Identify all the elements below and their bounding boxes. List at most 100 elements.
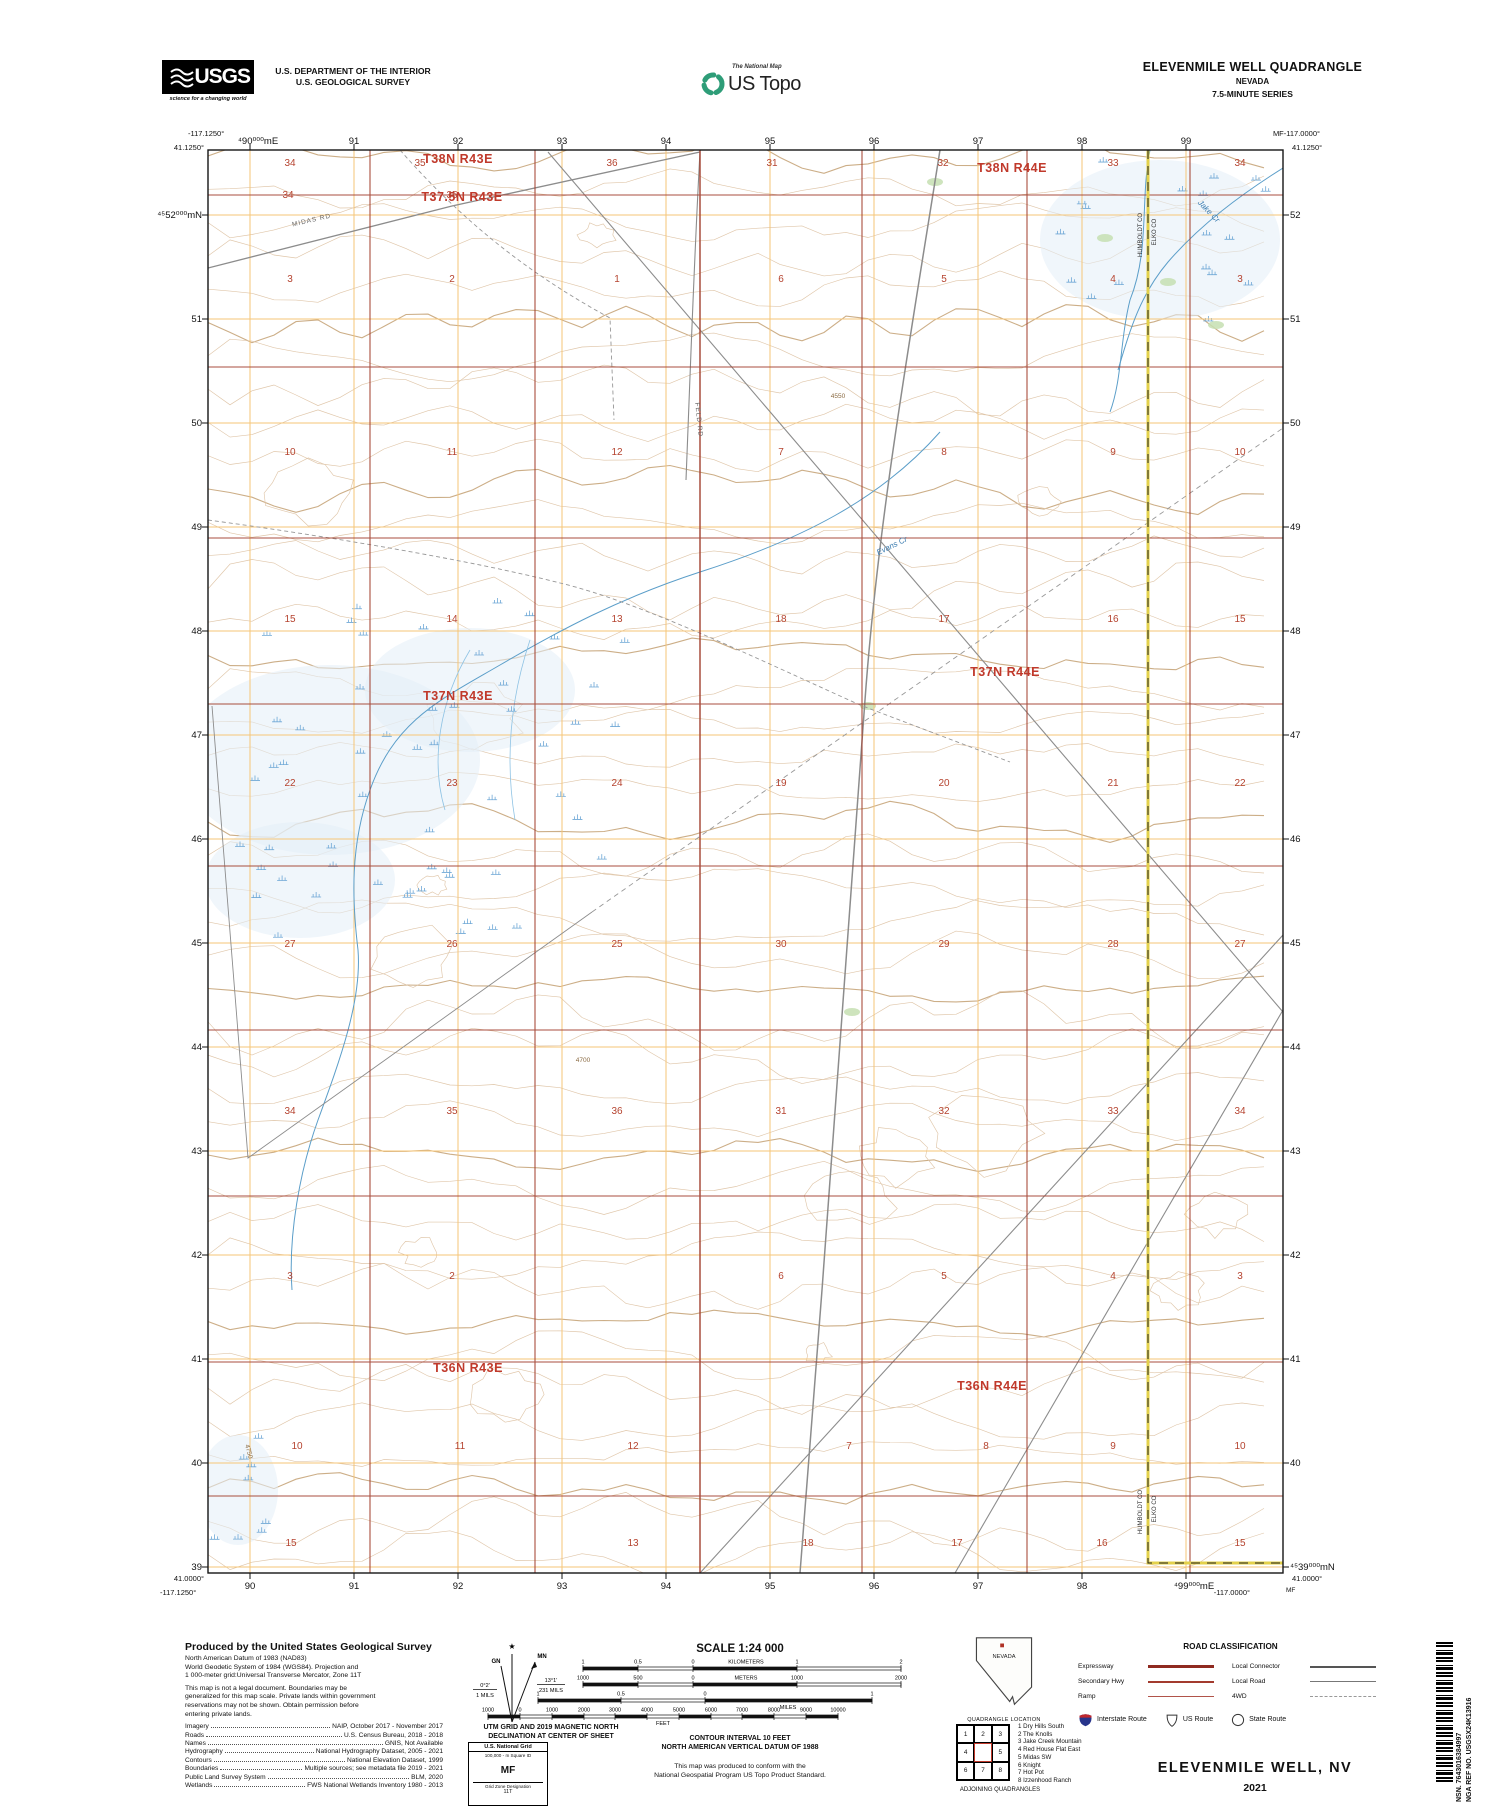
credit-value: Multiple sources; see metadata file 2019… <box>304 1765 443 1773</box>
easting-label-bottom: 98 <box>1077 1581 1088 1592</box>
marsh-symbol <box>351 603 362 610</box>
marsh-symbol <box>238 1454 249 1460</box>
marsh-symbol <box>277 875 288 881</box>
marsh-symbol <box>260 1518 271 1524</box>
scale-tick-label: 6000 <box>705 1708 717 1714</box>
marsh-symbol <box>249 775 260 781</box>
corner-lon-top-right: MF-117.0000° <box>1273 129 1320 138</box>
section-number: 23 <box>446 778 458 789</box>
vegetation-patch <box>1160 278 1176 286</box>
credit-value: NAIP, October 2017 - November 2017 <box>332 1723 443 1731</box>
sheet-title: ELEVENMILE WELL, NV <box>1157 1760 1353 1776</box>
datum-line: World Geodetic System of 1984 (WGS84). P… <box>185 1663 359 1671</box>
section-number: 32 <box>938 1106 950 1117</box>
marsh-symbol <box>1224 234 1235 240</box>
corner-lon-bottom-right: -117.0000° <box>1214 1588 1250 1597</box>
marsh-symbol <box>381 731 392 737</box>
marsh-symbol <box>1177 185 1188 192</box>
marsh-symbol <box>278 759 289 766</box>
scale-tick-label: 0 <box>518 1708 521 1714</box>
marsh-symbol <box>235 841 246 847</box>
scale-tick-label: 1 <box>536 1692 539 1698</box>
easting-label-top: 97 <box>973 136 984 147</box>
wetland-tint <box>208 1435 278 1545</box>
marsh-symbol <box>455 928 466 934</box>
usgs-logo: USGS <box>162 60 254 94</box>
marsh-symbol <box>253 1433 264 1439</box>
easting-label-bottom: 90 <box>245 1581 256 1592</box>
quadrangle-series: 7.5-MINUTE SERIES <box>1212 89 1293 99</box>
scale-tick-label: 1 <box>581 1660 584 1666</box>
scale-unit-label: KILOMETERS <box>728 1660 764 1666</box>
section-number: 7 <box>778 447 784 458</box>
wetland-tint <box>208 822 395 938</box>
easting-label-top: 96 <box>869 136 880 147</box>
section-number: 14 <box>446 614 458 625</box>
marsh-symbol <box>427 705 438 711</box>
marsh-symbol <box>418 623 429 630</box>
marsh-symbol <box>487 794 498 801</box>
marsh-symbol <box>268 762 279 768</box>
road-class-line <box>1310 1665 1376 1668</box>
declination-diagram: ★ GN MN 0°2' 1 MILS 13°1' 231 MILS <box>473 1642 565 1723</box>
easting-label-top: 91 <box>349 136 360 147</box>
credit-row: Imagery NAIP, October 2017 - November 201… <box>185 1723 443 1731</box>
marsh-symbol <box>506 706 517 712</box>
map-notes: CONTOUR INTERVAL 10 FEET NORTH AMERICAN … <box>540 1734 940 1780</box>
gn-mils: 1 MILS <box>476 1693 494 1699</box>
scale-unit-label: FEET <box>656 1721 671 1727</box>
easting-label-top: ⁴90⁰⁰⁰mE <box>238 136 278 147</box>
section-number: 34 <box>284 1106 296 1117</box>
nsn-number: NSN. 7643016384997 <box>1456 1732 1463 1802</box>
credit-value: National Elevation Dataset, 1999 <box>346 1756 443 1764</box>
road-class-line <box>1310 1696 1376 1697</box>
corner-ref-bottom-right: MF <box>1286 1587 1295 1594</box>
marsh-symbol <box>1086 293 1097 299</box>
adjoining-grid-cell: 3 <box>991 1725 1009 1744</box>
scale-tick-label: 10000 <box>830 1708 845 1714</box>
section-number: 35 <box>414 158 426 169</box>
adjoining-quadrangles-list: 1 Dry Hills South 2 The Knolls 3 Jake Cree… <box>1018 1723 1148 1785</box>
road-class-line <box>1310 1681 1376 1682</box>
section-number: 25 <box>611 939 623 950</box>
road-classification: ROAD CLASSIFICATION Expressway Local Conn… <box>1078 1642 1383 1727</box>
township-label: T36N R44E <box>957 1379 1027 1393</box>
us-route-shield-icon <box>1166 1714 1178 1727</box>
scale-tick-label: 0.5 <box>634 1660 642 1666</box>
adjoining-grid-cell: 2 <box>974 1725 992 1744</box>
scale-tick-label: 9000 <box>800 1708 812 1714</box>
road-classification-rows: Expressway Local Connector Secondary Hwy Lo… <box>1078 1659 1383 1704</box>
adjoining-quad-name: 4 Red House Flat East <box>1018 1746 1081 1754</box>
marsh-symbol <box>326 842 337 849</box>
marsh-symbol <box>1055 228 1066 235</box>
easting-label-bottom: ⁴99⁰⁰⁰mE <box>1174 1581 1214 1592</box>
adjoining-grid-cell: 8 <box>991 1761 1009 1780</box>
section-number: 21 <box>1107 778 1119 789</box>
vegetation-patch <box>844 1008 860 1016</box>
section-number: 5 <box>941 274 947 285</box>
section-number: 8 <box>983 1441 989 1452</box>
northing-label-left: ⁴⁵52⁰⁰⁰mN <box>157 210 202 221</box>
mn-angle: 13°1' <box>545 1678 558 1684</box>
corner-lat-bottom-left: 41.0000° <box>174 1574 204 1583</box>
marsh-symbol <box>1113 279 1124 286</box>
section-number: 1 <box>614 274 620 285</box>
marsh-symbol <box>346 617 357 623</box>
marsh-symbol <box>358 630 369 636</box>
marsh-symbol <box>355 684 366 690</box>
ustopo-logo: The National Map US Topo <box>698 64 818 98</box>
section-number: 22 <box>284 778 296 789</box>
route-label: Interstate Route <box>1097 1716 1147 1723</box>
credit-label: Boundaries <box>185 1765 219 1773</box>
scale-tick-label: 1000 <box>482 1708 494 1714</box>
northing-label-right: 49 <box>1290 522 1301 533</box>
marsh-symbol <box>429 739 440 746</box>
section-number: 11 <box>447 447 458 458</box>
section-number: 2 <box>449 1271 455 1282</box>
marsh-symbol <box>1098 157 1109 163</box>
easting-label-bottom: 93 <box>557 1581 568 1592</box>
northing-label-left: 40 <box>191 1458 202 1469</box>
section-number: 9 <box>1110 447 1116 458</box>
road-class-line <box>1148 1680 1214 1683</box>
marsh-symbol <box>261 630 272 636</box>
